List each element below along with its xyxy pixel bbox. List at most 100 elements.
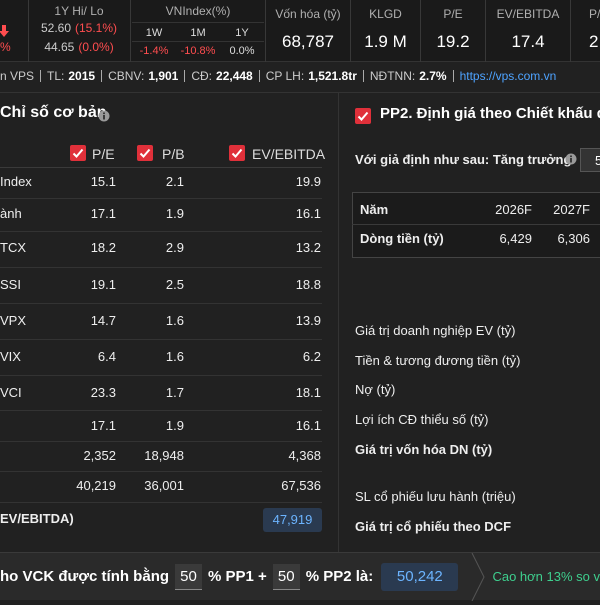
metric-value: 19.2 bbox=[436, 32, 470, 51]
panel-title: Chỉ số cơ bản bbox=[0, 104, 107, 121]
table-cell: 6,429 bbox=[499, 231, 532, 246]
cell: 23.3 bbox=[90, 385, 116, 400]
separator bbox=[350, 0, 351, 62]
divider bbox=[352, 224, 600, 225]
cell: 13.9 bbox=[295, 313, 321, 328]
field-label: CBNV: bbox=[108, 69, 145, 83]
row-label: ành bbox=[0, 206, 22, 221]
item-label: Lợi ích CĐ thiểu số (tỷ) bbox=[355, 412, 489, 427]
result: 50,242 bbox=[381, 562, 459, 591]
change-percent: % bbox=[0, 40, 11, 54]
checkbox bbox=[137, 145, 153, 161]
footer-label: EV/EBITDA) bbox=[0, 511, 74, 526]
divider bbox=[0, 167, 322, 168]
info-icon bbox=[98, 109, 110, 122]
row-label: TCX bbox=[0, 240, 26, 255]
checkbox bbox=[355, 108, 371, 124]
row-label: VCI bbox=[0, 385, 22, 400]
text: ho VCK được tính bằng bbox=[0, 568, 170, 585]
cell: 1.9 bbox=[165, 206, 184, 221]
cell: 6.2 bbox=[302, 349, 321, 364]
divider bbox=[0, 231, 322, 232]
bottom-bar: ho VCK được tính bằng 50 % PP1 + 50 % PP2 là… bbox=[0, 552, 600, 601]
cell: 16.1 bbox=[295, 418, 321, 433]
table-cell: Dòng tiền (tỷ) bbox=[360, 231, 444, 246]
panel-separator bbox=[338, 93, 339, 552]
divider bbox=[0, 410, 322, 411]
cell: 18.1 bbox=[295, 385, 321, 400]
separator bbox=[28, 0, 29, 62]
cell: 2,352 bbox=[83, 448, 116, 463]
company: n VPS bbox=[0, 69, 35, 83]
info-icon bbox=[565, 152, 577, 165]
weight-input[interactable]: 50 bbox=[175, 563, 202, 590]
cell: 15.1 bbox=[90, 174, 116, 189]
hi-lo-row: 44.65 (0.0%) bbox=[30, 40, 128, 54]
field-value: 2.7% bbox=[419, 69, 447, 83]
divider bbox=[132, 22, 264, 23]
field-label: CĐ: bbox=[191, 69, 213, 83]
column-header: EV/EBITDA bbox=[252, 146, 326, 162]
metric-value: 68,787 bbox=[282, 32, 334, 51]
item-label: Tiền & tương đương tiền (tỷ) bbox=[355, 353, 521, 368]
cell: 16.1 bbox=[295, 206, 321, 221]
table-box bbox=[352, 192, 600, 258]
cell: 2.1 bbox=[165, 174, 184, 189]
info-line: n VPS TL: 2015 CBNV: 1,901 CĐ: 22,448 CP LH: 1,5… bbox=[0, 68, 556, 84]
cell: 19.1 bbox=[90, 277, 116, 292]
divider bbox=[0, 303, 322, 304]
cell: 67,536 bbox=[281, 478, 321, 493]
footer-value: 47,919 bbox=[263, 508, 322, 532]
cell: 14.7 bbox=[90, 313, 116, 328]
growth-input[interactable]: 5 bbox=[580, 148, 600, 172]
cell: 1.6 bbox=[165, 349, 184, 364]
separator bbox=[420, 0, 421, 62]
cell: 19.9 bbox=[295, 174, 321, 189]
item-label: Giá trị cổ phiếu theo DCF bbox=[355, 519, 512, 534]
separator bbox=[101, 70, 103, 82]
column-header: P/B bbox=[162, 146, 185, 162]
separator bbox=[265, 0, 266, 62]
price-change: (0.0%) bbox=[78, 40, 114, 54]
separator bbox=[184, 70, 186, 82]
row-label: VIX bbox=[0, 349, 21, 364]
link[interactable]: https://vps.com.vn bbox=[459, 69, 557, 83]
column-header: P/E bbox=[92, 146, 115, 162]
down-arrow bbox=[0, 24, 10, 37]
divider bbox=[0, 471, 322, 472]
metric-label: P/E bbox=[443, 7, 463, 21]
field-label: TL: bbox=[47, 69, 65, 83]
period-value: -1.4% bbox=[139, 45, 169, 57]
divider bbox=[0, 441, 322, 442]
table-cell: 2026F bbox=[495, 202, 532, 217]
cell: 2.9 bbox=[165, 240, 184, 255]
field-value: 1,901 bbox=[148, 69, 179, 83]
cell: 36,001 bbox=[144, 478, 184, 493]
cell: 17.1 bbox=[90, 206, 116, 221]
period-value: -10.8% bbox=[180, 45, 216, 57]
text: % PP2 là: bbox=[305, 568, 374, 585]
separator bbox=[570, 0, 571, 62]
field-value: 1,521.8tr bbox=[308, 69, 357, 83]
period-value: 0.0% bbox=[229, 45, 255, 57]
chevron bbox=[470, 552, 486, 601]
separator bbox=[362, 70, 364, 82]
divider bbox=[0, 502, 322, 503]
price: 44.65 bbox=[44, 40, 75, 54]
divider bbox=[0, 339, 322, 340]
cell: 17.1 bbox=[90, 418, 116, 433]
price: 52.60 bbox=[40, 21, 71, 35]
divider bbox=[0, 267, 322, 268]
cell: 2.5 bbox=[165, 277, 184, 292]
hi-lo-label: 1Y Hi/ Lo bbox=[54, 4, 104, 18]
checkbox bbox=[70, 145, 86, 161]
period-label: 1Y bbox=[235, 27, 249, 39]
weight-input[interactable]: 50 bbox=[272, 563, 300, 590]
separator bbox=[130, 0, 131, 62]
cell: 18.8 bbox=[295, 277, 321, 292]
divider bbox=[0, 92, 600, 93]
item-label: SL cổ phiếu lưu hành (triệu) bbox=[355, 489, 516, 504]
comparison: Cao hơn 13% so v bbox=[492, 569, 600, 584]
cell: 13.2 bbox=[295, 240, 321, 255]
